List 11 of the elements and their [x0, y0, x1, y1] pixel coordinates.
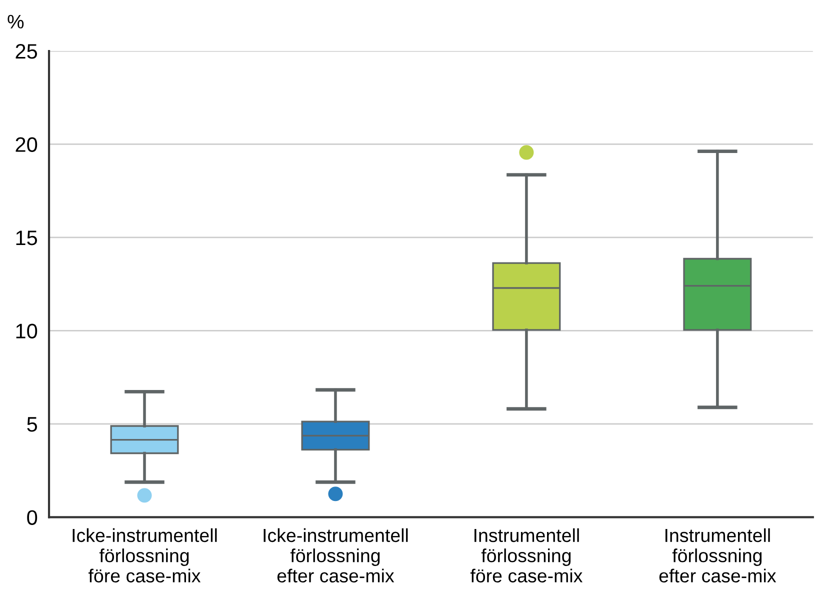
y-axis-title: % — [8, 14, 24, 28]
y-tick-label: 0 — [27, 510, 38, 525]
y-tick-label: 25 — [16, 44, 38, 59]
x-tick-label: Instrumentell förlossning efter case-mix — [659, 528, 776, 582]
y-tick-label: 5 — [27, 417, 38, 432]
x-tick-label: Instrumentell förlossning före case-mix — [470, 528, 583, 582]
y-tick-label: 20 — [16, 137, 38, 152]
x-tick-label: Icke-instrumentell förlossning före case-mix — [72, 528, 217, 582]
y-tick-label: 15 — [16, 230, 38, 246]
y-tick-label: 10 — [16, 324, 38, 338]
x-tick-label: Icke-instrumentell förlossning efter case-mix — [264, 528, 408, 582]
